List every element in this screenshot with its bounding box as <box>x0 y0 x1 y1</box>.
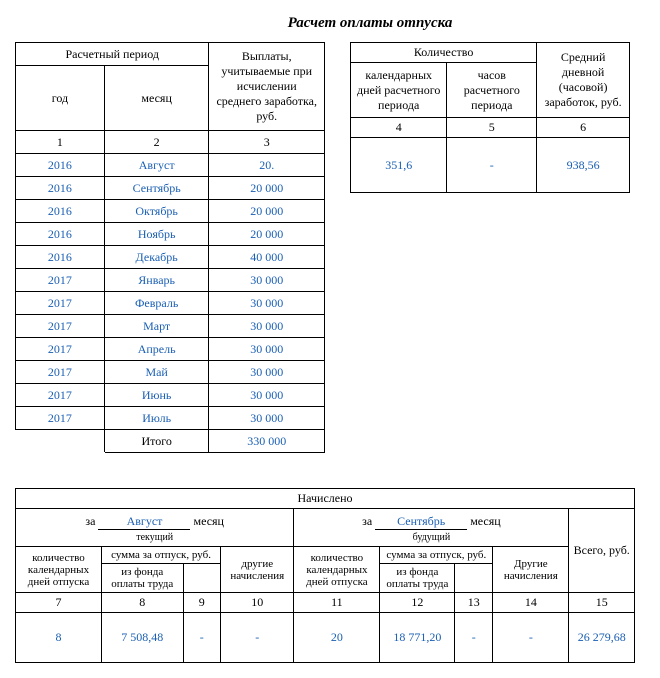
header-period: Расчетный период <box>16 43 209 66</box>
cell-year: 2016 <box>16 223 105 246</box>
header-accrued: Начислено <box>16 489 635 509</box>
header-sum2: сумма за отпуск, руб. <box>380 547 493 564</box>
cell-year: 2017 <box>16 269 105 292</box>
page-title: Расчет оплаты отпуска <box>95 15 645 32</box>
cell-month: Июль <box>104 407 209 430</box>
cell-value: 20 000 <box>209 177 325 200</box>
colnum: 3 <box>209 131 325 154</box>
header-fund2: из фонда оплаты труда <box>380 564 455 593</box>
period-table: Расчетный период Выплаты, учитываемые пр… <box>15 42 325 453</box>
cell-value: 30 000 <box>209 315 325 338</box>
cell-year: 2016 <box>16 246 105 269</box>
cell-year: 2016 <box>16 177 105 200</box>
total-value: 330 000 <box>209 430 325 453</box>
cell-month: Май <box>104 361 209 384</box>
colnum: 10 <box>221 593 294 613</box>
value-hours: - <box>447 138 537 193</box>
colnum: 6 <box>537 118 630 138</box>
total-label: Итого <box>104 430 209 453</box>
header-days2: количество календарных дней отпуска <box>294 547 380 593</box>
cell-value: 20 000 <box>209 200 325 223</box>
v15: 26 279,68 <box>569 613 635 663</box>
header-days1: количество календарных дней отпуска <box>16 547 102 593</box>
cell-value: 40 000 <box>209 246 325 269</box>
cell-month: Ноябрь <box>104 223 209 246</box>
cell-year: 2017 <box>16 338 105 361</box>
cell-year: 2017 <box>16 361 105 384</box>
header-payments: Выплаты, учитываемые при исчислении сред… <box>209 43 325 131</box>
v7: 8 <box>16 613 102 663</box>
colnum: 14 <box>493 593 569 613</box>
header-hours: часов расчетного периода <box>447 63 537 118</box>
cell-month: Январь <box>104 269 209 292</box>
cell-year: 2017 <box>16 315 105 338</box>
v11: 20 <box>294 613 380 663</box>
cell-value: 30 000 <box>209 269 325 292</box>
cell-year: 2017 <box>16 384 105 407</box>
header-other1: другие начисления <box>221 547 294 593</box>
header-month: месяц <box>104 66 209 131</box>
month1-line: за Август месяц <box>20 511 289 530</box>
colnum: 15 <box>569 593 635 613</box>
colnum: 9 <box>183 593 221 613</box>
v8: 7 508,48 <box>101 613 183 663</box>
header-sum1: сумма за отпуск, руб. <box>101 547 220 564</box>
cell-value: 20 000 <box>209 223 325 246</box>
header-days: календарных дней расчетного периода <box>351 63 447 118</box>
colnum: 2 <box>104 131 209 154</box>
v14: - <box>493 613 569 663</box>
header-total: Всего, руб. <box>569 509 635 593</box>
month2-name: Сентябрь <box>375 514 467 530</box>
cell-month: Август <box>104 154 209 177</box>
cell-month: Апрель <box>104 338 209 361</box>
cell-value: 30 000 <box>209 338 325 361</box>
cell-month: Сентябрь <box>104 177 209 200</box>
month1-name: Август <box>98 514 190 530</box>
cell-month: Октябрь <box>104 200 209 223</box>
cell-month: Февраль <box>104 292 209 315</box>
cell-value: 30 000 <box>209 407 325 430</box>
colnum: 13 <box>455 593 493 613</box>
header-other2: Другие начисления <box>493 547 569 593</box>
colnum: 4 <box>351 118 447 138</box>
colnum: 11 <box>294 593 380 613</box>
v13: - <box>455 613 493 663</box>
cell-value: 30 000 <box>209 384 325 407</box>
v10: - <box>221 613 294 663</box>
colnum: 1 <box>16 131 105 154</box>
cell-year: 2016 <box>16 154 105 177</box>
header-quantity: Количество <box>351 43 537 63</box>
month1-sub: текущий <box>16 532 294 547</box>
colnum: 8 <box>101 593 183 613</box>
month2-line: за Сентябрь месяц <box>298 511 564 530</box>
header-average: Средний дневной (часовой) заработок, руб… <box>537 43 630 118</box>
cell-month: Март <box>104 315 209 338</box>
cell-month: Июнь <box>104 384 209 407</box>
value-average: 938,56 <box>537 138 630 193</box>
value-days: 351,6 <box>351 138 447 193</box>
colnum: 12 <box>380 593 455 613</box>
cell-value: 30 000 <box>209 292 325 315</box>
header-year: год <box>16 66 105 131</box>
v9: - <box>183 613 221 663</box>
cell-month: Декабрь <box>104 246 209 269</box>
v12: 18 771,20 <box>380 613 455 663</box>
cell-year: 2017 <box>16 292 105 315</box>
cell-year: 2016 <box>16 200 105 223</box>
cell-value: 20. <box>209 154 325 177</box>
cell-value: 30 000 <box>209 361 325 384</box>
cell-year: 2017 <box>16 407 105 430</box>
colnum: 7 <box>16 593 102 613</box>
header-fund1: из фонда оплаты труда <box>101 564 183 593</box>
summary-table: Количество Средний дневной (часовой) зар… <box>350 42 630 193</box>
accrual-table: Начислено за Август месяц за Сентябрь ме… <box>15 488 635 663</box>
colnum: 5 <box>447 118 537 138</box>
month2-sub: будущий <box>294 532 569 547</box>
